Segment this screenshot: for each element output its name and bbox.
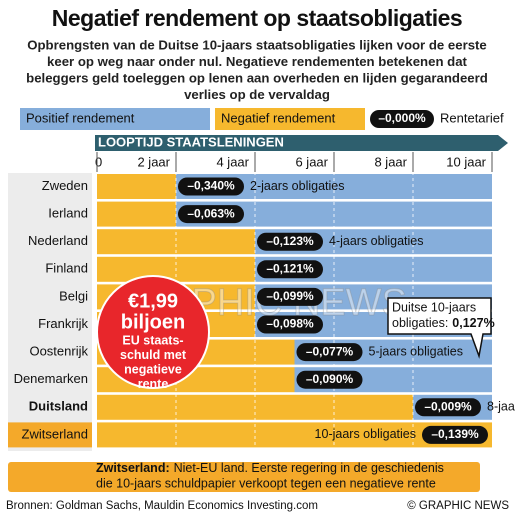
x-axis-title: LOOPTIJD STAATSLENINGEN (98, 134, 284, 149)
y-tick-label: Zwitserland (22, 426, 88, 441)
y-tick-label: Nederland (28, 233, 88, 248)
x-tick-label: 10 jaar (446, 154, 486, 169)
data-label: –0,123% (266, 234, 314, 248)
callout-box (387, 297, 492, 359)
y-tick-label: Oostenrijk (29, 344, 88, 359)
data-label: –0,139% (431, 427, 479, 441)
maturity-label: 8-jaars obligaties (487, 400, 515, 414)
rate-pill (178, 205, 244, 224)
footnote: Zwitserland: Niet-EU land. Eerste regerin… (96, 461, 444, 475)
footnote-text: Niet-EU land. Eerste regering in de gesc… (174, 461, 444, 475)
x-tick-label: 4 jaar (216, 154, 249, 169)
bar (97, 174, 176, 199)
x-tick-label: 8 jaar (374, 154, 407, 169)
data-label: –0,090% (306, 372, 354, 386)
y-tick-label: Finland (45, 261, 88, 276)
legend-label: –0,000% (378, 111, 426, 125)
footnote-box (8, 462, 480, 492)
callout-text: obligaties: (392, 316, 448, 330)
x-tick-label: 6 jaar (295, 154, 328, 169)
y-tick-label: Zweden (42, 178, 88, 193)
rate-pill (415, 398, 481, 417)
circle-text: negatieve (124, 362, 182, 376)
data-label: –0,009% (424, 399, 472, 413)
subtitle: beleggers geld toeleggen op lenen aan ov… (26, 70, 488, 85)
axis-banner (95, 135, 508, 151)
subtitle: Opbrengsten van de Duitse 10-jaars staat… (27, 37, 487, 52)
callout-value: 0,127% (452, 316, 494, 330)
data-label: –0,077% (306, 344, 354, 358)
bar (97, 201, 176, 227)
data-label: –0,121% (266, 261, 314, 275)
circle-text: EU staats- (122, 333, 183, 347)
source: Bronnen: Goldman Sachs, Mauldin Economic… (6, 500, 318, 512)
legend-pill (370, 110, 434, 128)
y-tick-label: Duitsland (29, 399, 88, 414)
footnote-text: die 10-jaars schuldpapier verkoopt tegen… (96, 476, 436, 490)
y-tick-label: Frankrijk (38, 316, 88, 331)
rate-pill (257, 315, 323, 334)
rate-pill (257, 287, 323, 306)
data-label: –0,098% (266, 317, 314, 331)
rate-pill (296, 343, 363, 362)
maturity-label: 10-jaars obligaties (315, 427, 416, 441)
maturity-label: 4-jaars obligaties (329, 234, 424, 248)
callout-text: Duitse 10-jaars (392, 300, 476, 314)
circle-text: rente (138, 377, 169, 391)
circle-headline: biljoen (121, 311, 185, 333)
legend-label: Negatief rendement (221, 110, 336, 125)
y-tick-label: Belgi (59, 288, 88, 303)
legend-label: Rentetarief (440, 110, 504, 125)
subtitle: keer op weg naar onder nul. Negatieve re… (47, 54, 468, 69)
data-label: –0,340% (187, 179, 235, 193)
circle-text: schuld met (120, 348, 187, 362)
callout-text: obligaties: 0,127% (392, 316, 495, 330)
maturity-label: 2-jaars obligaties (250, 179, 345, 193)
y-tick-label: Denemarken (14, 371, 88, 386)
maturity-label: 5-jaars obligaties (369, 344, 464, 358)
rate-pill (178, 177, 244, 196)
data-label: –0,099% (266, 289, 314, 303)
rate-pill (296, 370, 363, 389)
chart-title: Negatief rendement op staatsobligaties (52, 5, 462, 31)
highlight-label-bg (8, 422, 92, 448)
footnote-lead: Zwitserland: (96, 461, 170, 475)
x-tick-label: 0 (95, 154, 102, 169)
circle-headline: €1,99 (128, 290, 178, 312)
rate-pill (422, 425, 488, 444)
rate-pill (257, 260, 323, 279)
label-column (8, 173, 92, 451)
x-tick-label: 2 jaar (137, 154, 170, 169)
rate-pill (257, 232, 323, 251)
legend-swatch (215, 108, 365, 130)
data-label: –0,063% (187, 206, 235, 220)
legend-swatch (20, 108, 210, 130)
y-tick-label: Ierland (48, 206, 88, 221)
note-circle (96, 275, 210, 389)
credit: © GRAPHIC NEWS (407, 500, 509, 512)
subtitle: verlies op de vervaldag (184, 87, 330, 102)
legend-label: Positief rendement (26, 110, 135, 125)
